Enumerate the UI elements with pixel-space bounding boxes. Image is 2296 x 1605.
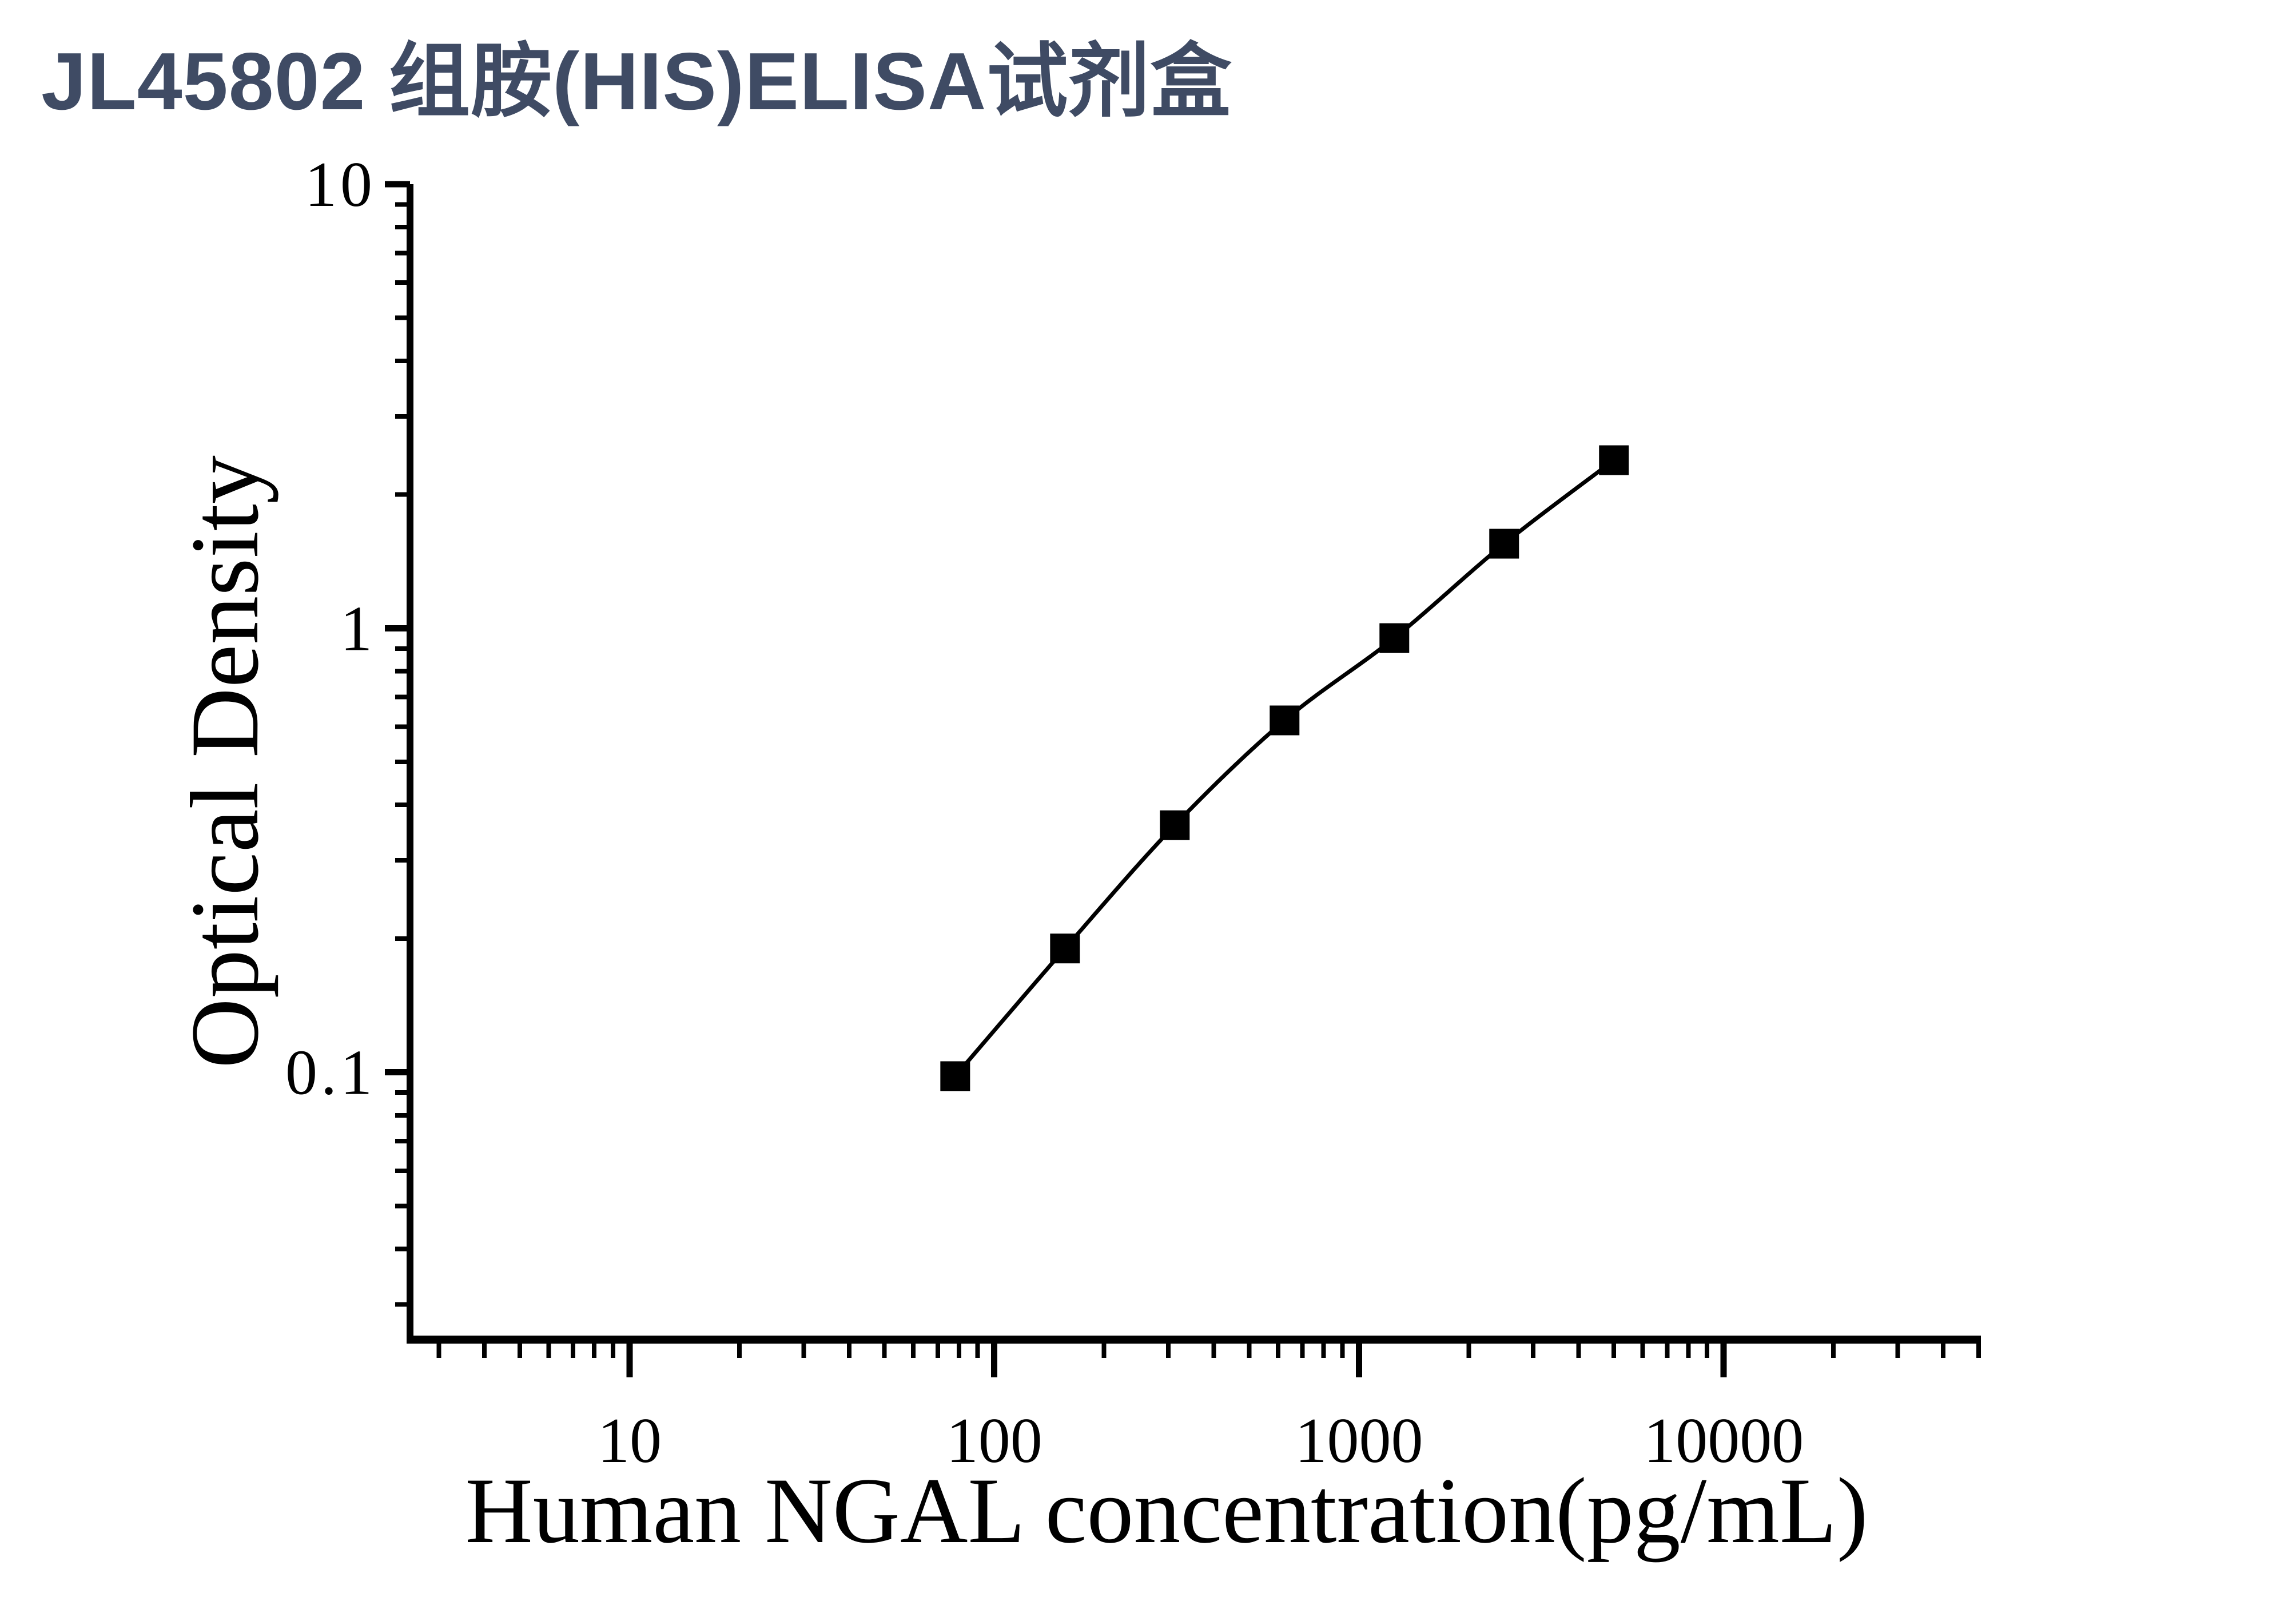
x-tick-label: 10000: [1644, 1405, 1804, 1476]
data-point-marker: [940, 1061, 970, 1091]
page-title: JL45802 组胺(HIS)ELISA试剂盒: [41, 36, 1232, 127]
x-tick-label: 100: [946, 1405, 1042, 1476]
data-point-marker: [1160, 810, 1190, 840]
y-tick-label: 1: [340, 593, 376, 664]
x-tick-label: 10: [598, 1405, 662, 1476]
data-point-marker: [1050, 933, 1080, 964]
data-point-marker: [1270, 705, 1300, 736]
data-point-marker: [1489, 529, 1519, 559]
x-axis-title: Human NGAL concentration(pg/mL): [465, 1459, 1868, 1563]
y-axis-title: Optical Density: [171, 455, 278, 1068]
x-tick-label: 1000: [1295, 1405, 1423, 1476]
data-point-marker: [1599, 445, 1629, 475]
y-tick-label: 0.1: [285, 1038, 376, 1109]
data-point-marker: [1379, 623, 1410, 653]
y-tick-label: 10: [305, 149, 376, 220]
